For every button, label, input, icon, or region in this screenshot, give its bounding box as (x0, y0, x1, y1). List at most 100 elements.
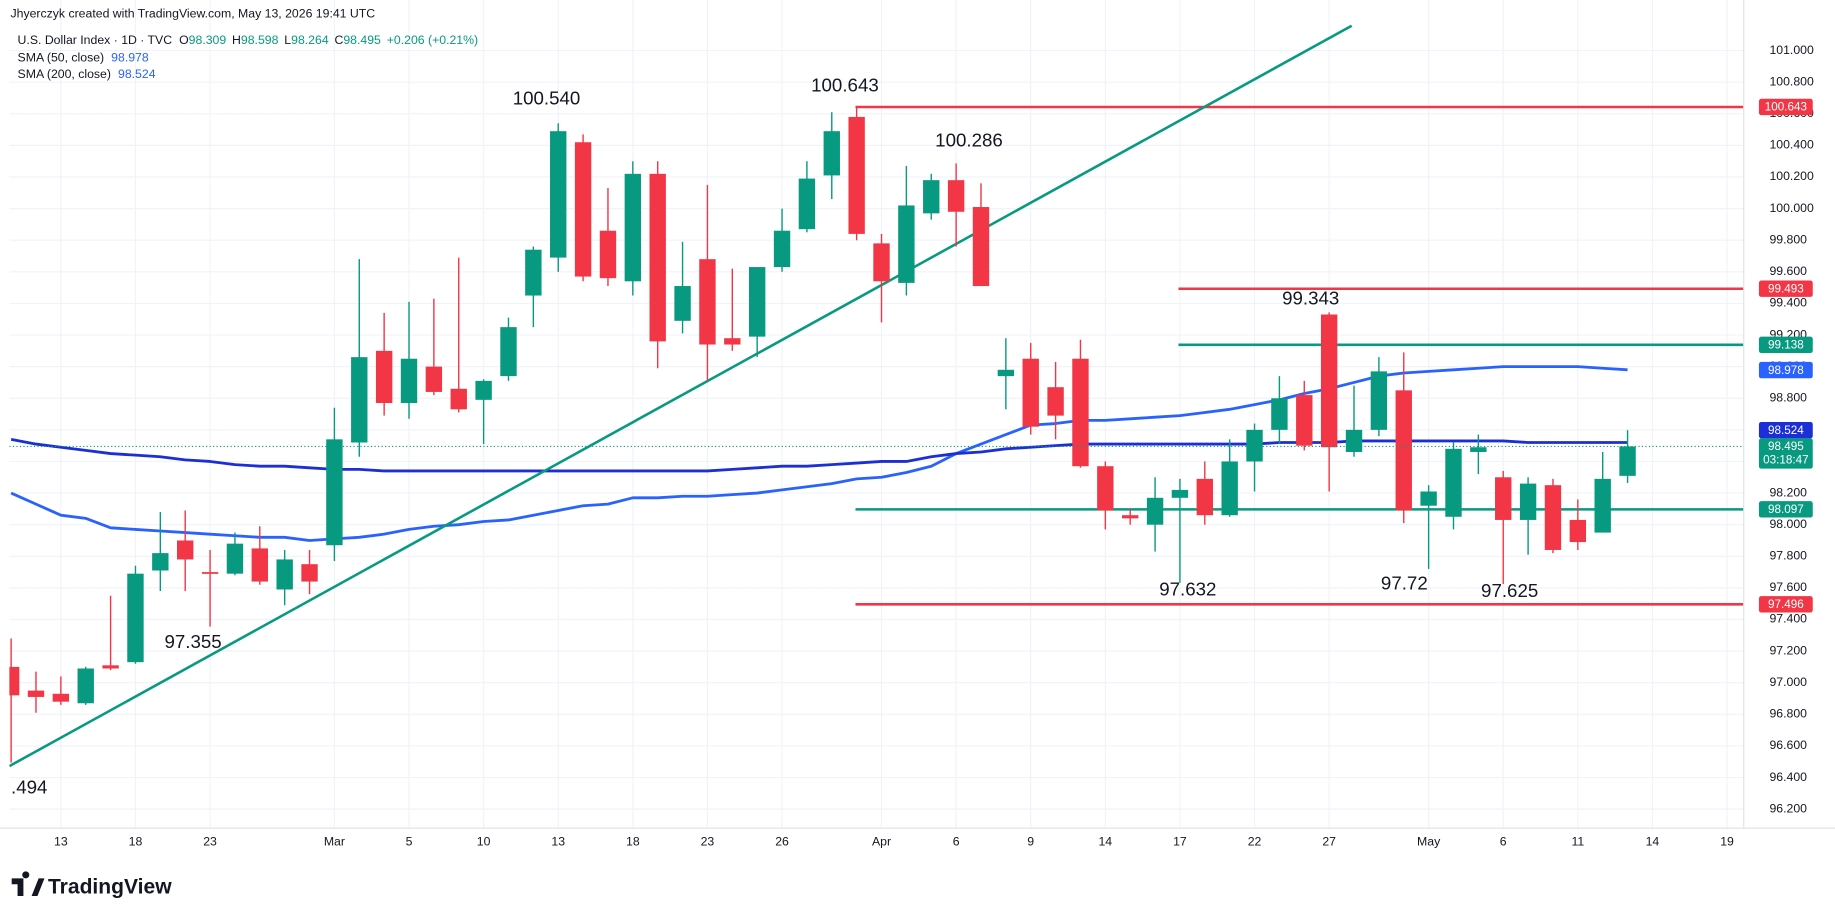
price-annotation: 97.625 (1481, 580, 1538, 601)
y-tick-label: 100.400 (1769, 138, 1814, 152)
x-tick-label: 6 (953, 834, 960, 848)
x-tick-label: 18 (129, 834, 143, 848)
x-tick-label: 17 (1173, 834, 1187, 848)
candle-body (1146, 497, 1164, 525)
price-annotation: 100.286 (935, 129, 1003, 150)
price-axis: 96.200 96.400 96.600 96.800 97.000 97.200 97.4… (1769, 43, 1814, 816)
candle-body (226, 543, 244, 574)
y-tick-label: 97.400 (1769, 612, 1807, 626)
y-tick-label: 97.200 (1769, 643, 1807, 657)
symbol: U.S. Dollar Index · 1D · TVC (18, 33, 173, 47)
candle-body (798, 178, 816, 230)
candle-body (1420, 491, 1437, 506)
level-tag-label: 98.097 (1768, 503, 1804, 516)
y-tick-label: 99.600 (1769, 264, 1807, 278)
candle-body (873, 243, 890, 282)
open-label: O (179, 33, 189, 47)
footer-brand: TradingView (48, 875, 172, 898)
candle-body (773, 230, 791, 268)
price-annotation: 97.72 (1381, 573, 1428, 594)
y-tick-label: 96.600 (1769, 738, 1807, 752)
x-tick-label: 13 (551, 834, 565, 848)
price-annotation: 100.643 (811, 74, 879, 95)
candle-body (1196, 478, 1213, 516)
candle-body (997, 369, 1015, 377)
candle-body (848, 116, 865, 234)
y-tick-label: 100.200 (1769, 169, 1814, 183)
candle-body (1246, 429, 1263, 462)
y-tick-label: 97.800 (1769, 549, 1807, 563)
candle-body (27, 690, 45, 697)
candle-body (375, 350, 393, 403)
y-tick-label: 98.800 (1769, 391, 1807, 405)
candle-body (1072, 358, 1089, 467)
level-tag (1758, 98, 1813, 116)
candle-body (923, 180, 940, 214)
candle-body (525, 249, 542, 296)
high-label: H (232, 33, 241, 47)
y-tick-label: 100.000 (1769, 201, 1814, 215)
x-tick-label: Mar (324, 834, 345, 848)
candle-body (947, 180, 965, 212)
x-tick-label: May (1417, 834, 1441, 848)
open-value: 98.309 (189, 33, 227, 47)
x-tick-label: 13 (54, 834, 68, 848)
sma200-name: SMA (200, close) (18, 67, 111, 81)
candle-body (201, 572, 219, 574)
y-tick-label: 96.800 (1769, 707, 1807, 721)
candle-body (1122, 515, 1139, 519)
y-tick-label: 99.400 (1769, 296, 1807, 310)
candle-body (574, 142, 592, 277)
x-tick-label: 14 (1099, 834, 1113, 848)
level-tag (1758, 501, 1813, 518)
candle-body (1171, 489, 1189, 498)
candle-body (77, 668, 94, 704)
y-tick-label: 96.200 (1769, 801, 1807, 815)
candle-body (9, 666, 20, 696)
level-tag-label: 99.493 (1768, 282, 1804, 295)
candle-body (127, 573, 144, 663)
y-tick-label: 100.800 (1769, 74, 1814, 88)
y-tick-label: 96.400 (1769, 770, 1807, 784)
last-price-label: 98.495 (1768, 440, 1804, 453)
x-tick-label: 9 (1027, 834, 1034, 848)
candle-body (301, 564, 318, 582)
high-value: 98.598 (241, 33, 279, 47)
time-axis: 13 18 23 Mar 5 10 13 18 23 26 Apr 6 9 14 17 22 27 May 6 11 1… (54, 834, 1734, 848)
candle-body (649, 173, 666, 342)
candle-body (1345, 429, 1363, 452)
candles (9, 106, 1636, 763)
candle-body (351, 357, 368, 443)
price-annotation: 97.355 (164, 631, 221, 652)
candle-body (1395, 390, 1412, 511)
candle-body (1569, 519, 1587, 543)
candle-body (1097, 466, 1114, 511)
candle-body (724, 338, 741, 345)
x-tick-label: 18 (626, 834, 640, 848)
x-tick-label: 27 (1322, 834, 1336, 848)
sma-tag (1758, 361, 1813, 379)
sma-tag-label: 98.524 (1768, 424, 1804, 437)
sma50-name: SMA (50, close) (18, 51, 105, 65)
x-tick-label: 14 (1646, 834, 1660, 848)
header: Jhyerczyk created with TradingView.com, … (11, 6, 376, 20)
close-value: 98.495 (343, 33, 381, 47)
candle-body (674, 286, 691, 321)
price-annotation: .494 (11, 776, 47, 797)
candle-body (1271, 398, 1288, 430)
level-tag-label: 97.496 (1768, 598, 1804, 611)
candle-body (475, 380, 492, 400)
x-tick-label: Apr (872, 834, 891, 848)
candle-body (102, 665, 119, 669)
price-annotation: 99.343 (1282, 287, 1339, 308)
change: +0.206 (+0.21%) (387, 33, 478, 47)
sma-tag (1758, 421, 1813, 439)
y-tick-label: 98.200 (1769, 485, 1807, 499)
x-tick-label: 26 (775, 834, 789, 848)
candle-body (1370, 371, 1388, 430)
x-tick-label: 23 (701, 834, 715, 848)
sma-line (10, 365, 1628, 542)
x-tick-label: 19 (1720, 834, 1734, 848)
x-tick-label: 5 (406, 834, 413, 848)
